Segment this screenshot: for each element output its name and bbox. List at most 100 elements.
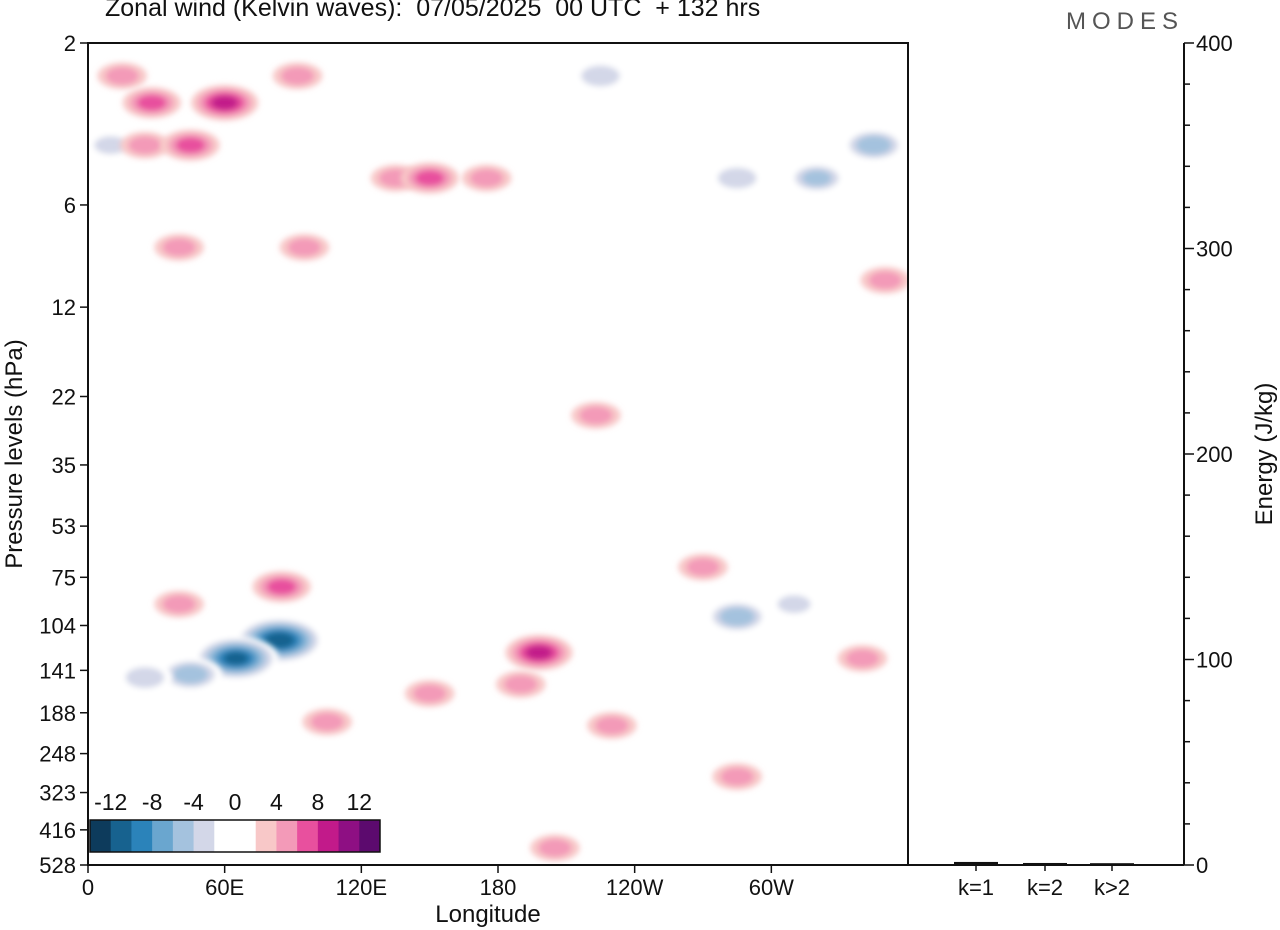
y-axis-label: Pressure levels (hPa): [1, 339, 28, 568]
anomaly-blob: [587, 712, 637, 739]
anomaly-blob: [860, 266, 908, 294]
colorbar-label: -8: [142, 789, 162, 815]
wind-field: [88, 61, 908, 862]
anomaly-blob: [279, 233, 330, 261]
anomaly-blob: [247, 443, 293, 469]
x-tick-label: 60W: [749, 875, 794, 900]
anomaly-blob: [159, 657, 222, 692]
axes: 2 6 12 22 35 53 75 104 141 188 248 323 416 528 Pressur…: [1, 31, 909, 928]
colorbar: -12 -8 -4 0 4 8 12: [89, 789, 381, 853]
x-tick-label: 60E: [205, 875, 244, 900]
anomaly-blob: [705, 600, 769, 634]
colorbar-swatch: [131, 820, 153, 852]
colorbar-swatch: [317, 820, 340, 852]
colorbar-swatch: [235, 820, 257, 852]
anomaly-blob: [120, 131, 170, 159]
energy-bar: [954, 861, 998, 864]
colorbar-label: 0: [229, 789, 242, 815]
colorbar-label: 12: [346, 789, 372, 815]
anomaly-blob: [817, 564, 863, 590]
anomaly-blob: [461, 164, 512, 192]
anomaly-blob: [302, 708, 352, 736]
colorbar-swatch: [255, 820, 277, 852]
energy-tick-label: 200: [1196, 442, 1233, 467]
colorbar-swatch: [172, 820, 195, 852]
anomaly-blob: [634, 192, 681, 218]
y-tick-label: 75: [52, 565, 76, 590]
y-tick-label: 141: [39, 658, 76, 683]
energy-panel: 0 100 200 300 400 Energy (J/kg) k=1 k=2 k>2: [908, 31, 1278, 900]
anomaly-blob: [573, 61, 628, 91]
y-tick-label: 528: [39, 853, 76, 878]
y-tick-label: 53: [52, 514, 76, 539]
x-tick-label: 120W: [606, 875, 664, 900]
y-tick-label: 12: [52, 295, 76, 320]
chart-title: Zonal wind (Kelvin waves): 07/05/2025 00…: [105, 0, 761, 22]
y-tick-label: 104: [39, 613, 76, 638]
anomaly-blob: [154, 233, 204, 261]
anomaly-blob: [179, 505, 225, 530]
anomaly-blob: [252, 571, 311, 603]
anomaly-blob: [571, 401, 621, 429]
anomaly-blob: [837, 644, 888, 672]
anomaly-blob: [505, 634, 573, 671]
anomaly-blob: [293, 346, 339, 371]
anomaly-blob: [272, 62, 323, 90]
x-tick-label: 120E: [336, 875, 387, 900]
y-tick-label: 22: [52, 384, 76, 409]
energy-category-label: k>2: [1094, 875, 1130, 900]
colorbar-label: -12: [94, 789, 127, 815]
energy-bar: [1090, 863, 1134, 865]
colorbar-swatch: [276, 820, 298, 852]
colorbar-swatch: [152, 820, 174, 852]
energy-axis-label: Energy (J/kg): [1251, 383, 1278, 526]
anomaly-blob: [543, 90, 589, 116]
y-tick-label: 35: [52, 453, 76, 478]
colorbar-swatch: [338, 820, 360, 852]
anomaly-blob: [710, 163, 765, 193]
anomaly-blob: [191, 84, 259, 121]
colorbar-swatch: [90, 820, 112, 852]
anomaly-blob: [110, 720, 157, 745]
energy-bar: [1023, 862, 1067, 865]
x-tick-label: 180: [480, 875, 517, 900]
anomaly-blob: [495, 670, 546, 698]
anomaly-blob: [161, 129, 220, 161]
colorbar-label: -4: [183, 789, 204, 815]
anomaly-blob: [154, 590, 204, 618]
energy-tick-label: 400: [1196, 31, 1233, 56]
energy-tick-label: 0: [1196, 853, 1208, 878]
anomaly-blob: [817, 818, 863, 844]
energy-tick-label: 100: [1196, 648, 1233, 673]
anomaly-blob: [678, 553, 728, 581]
anomaly-blob: [769, 590, 819, 618]
colorbar-swatch: [193, 820, 215, 852]
anomaly-blob: [122, 87, 181, 119]
colorbar-swatch: [297, 820, 319, 852]
colorbar-swatch: [110, 820, 132, 852]
colorbar-swatch: [214, 820, 236, 852]
x-axis-label: Longitude: [435, 901, 540, 928]
y-tick-label: 323: [39, 781, 76, 806]
anomaly-blob: [842, 128, 906, 162]
colorbar-label: 8: [311, 789, 324, 815]
x-tick-label: 0: [82, 875, 94, 900]
anomaly-blob: [400, 162, 459, 194]
anomaly-blob: [787, 162, 847, 194]
y-tick-label: 248: [39, 742, 76, 767]
anomaly-blob: [404, 680, 455, 707]
anomaly-blob: [714, 835, 760, 861]
y-tick-label: 6: [64, 193, 76, 218]
anomaly-blob: [97, 62, 147, 90]
y-tick-label: 416: [39, 818, 76, 843]
anomaly-blob: [384, 599, 430, 625]
brand-logo: MODES: [1065, 8, 1184, 35]
anomaly-blob: [530, 834, 580, 862]
anomaly-blob: [425, 294, 471, 320]
y-tick-label: 2: [64, 31, 76, 56]
energy-category-label: k=1: [958, 875, 994, 900]
anomaly-blob: [712, 763, 762, 791]
anomaly-blob: [117, 663, 172, 693]
